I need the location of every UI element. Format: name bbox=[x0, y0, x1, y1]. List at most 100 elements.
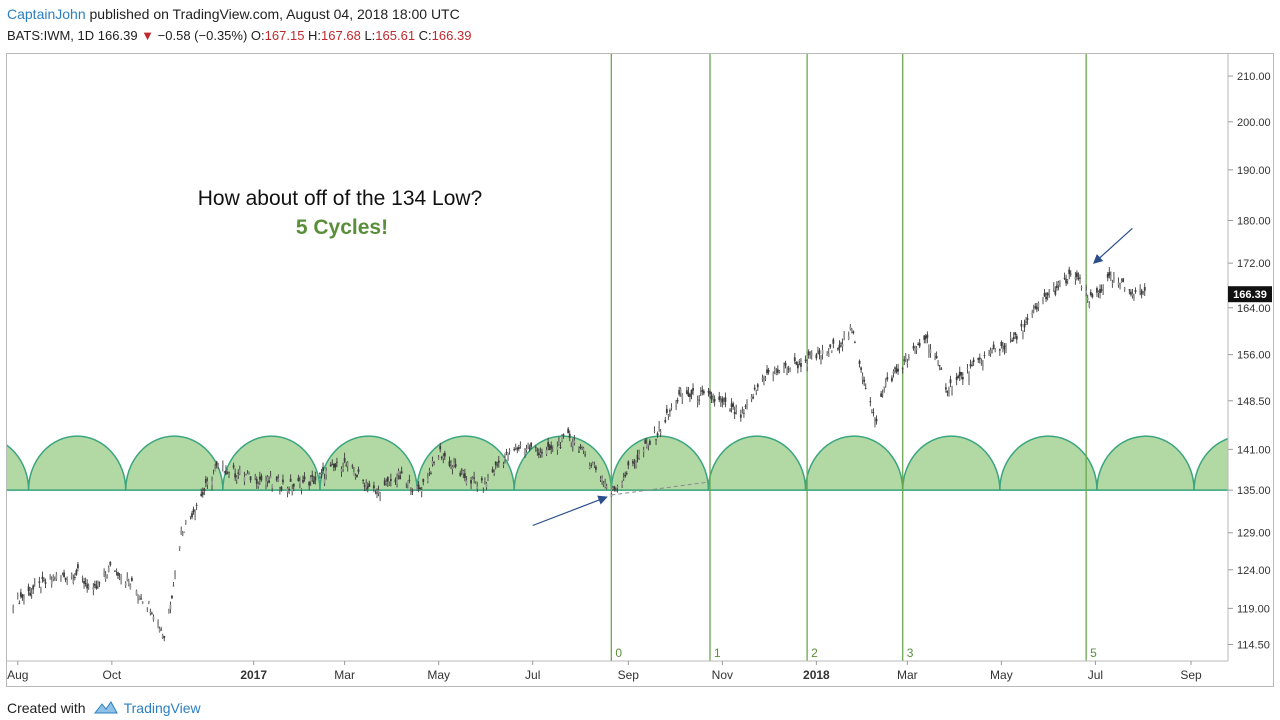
price-bar-body bbox=[1025, 321, 1027, 323]
price-bar-body bbox=[340, 469, 343, 472]
price-bar-body bbox=[895, 368, 898, 373]
annotation-arrow bbox=[532, 495, 608, 527]
price-bar-body bbox=[33, 583, 36, 585]
time-axis-label: Sep bbox=[618, 668, 640, 682]
price-bar-body bbox=[750, 396, 753, 400]
price-bar-body bbox=[955, 376, 958, 381]
price-bar-body bbox=[178, 546, 181, 549]
symbol: BATS:IWM, 1D bbox=[7, 28, 95, 43]
price-bar-body bbox=[417, 484, 420, 490]
price-bar-body bbox=[1000, 342, 1003, 346]
price-bar-body bbox=[698, 399, 701, 401]
price-bar-body bbox=[211, 480, 213, 486]
price-bar-body bbox=[356, 474, 358, 477]
price-bar-body bbox=[766, 369, 768, 374]
price-bar-body bbox=[1100, 289, 1103, 291]
price-bar-body bbox=[687, 392, 690, 397]
price-bar-body bbox=[257, 484, 260, 487]
price-bar-body bbox=[644, 440, 647, 444]
publish-line: CaptainJohn published on TradingView.com… bbox=[7, 6, 460, 22]
price-bar-body bbox=[648, 440, 651, 445]
price-bar-body bbox=[901, 368, 904, 370]
price-bar-body bbox=[1065, 279, 1068, 284]
price-bar-body bbox=[800, 363, 802, 367]
price-bar-body bbox=[917, 344, 920, 346]
cycle-arc bbox=[1193, 437, 1228, 491]
price-bar-body bbox=[664, 420, 667, 423]
created-with-text: Created with bbox=[7, 700, 86, 716]
price-bar-body bbox=[1005, 346, 1007, 352]
price-bar-body bbox=[1108, 272, 1111, 276]
price-bar-body bbox=[21, 594, 24, 598]
price-bar-body bbox=[1106, 273, 1109, 278]
price-bar-body bbox=[18, 602, 21, 604]
price-bar-body bbox=[784, 362, 787, 366]
price-bar-body bbox=[616, 486, 619, 488]
plot-area: 0 1 2 3 5 bbox=[7, 54, 1228, 661]
price-bar-body bbox=[431, 461, 434, 465]
price-bar-body bbox=[23, 595, 25, 599]
tradingview-logo-icon bbox=[93, 701, 118, 714]
price-bar-body bbox=[146, 607, 149, 609]
price-bar-body bbox=[104, 575, 107, 579]
price-bar-body bbox=[1079, 277, 1081, 279]
price-bar-body bbox=[998, 349, 1001, 351]
price-bar-body bbox=[551, 445, 554, 447]
price-bar-body bbox=[918, 342, 921, 347]
price-bar-body bbox=[761, 378, 764, 380]
price-bar-body bbox=[169, 604, 172, 610]
price-bar-body bbox=[19, 592, 22, 597]
price-bar-body bbox=[97, 582, 99, 586]
footer: Created with TradingView bbox=[7, 700, 201, 716]
time-axis-label: May bbox=[427, 668, 450, 682]
price-axis-label: 210.00 bbox=[1237, 71, 1271, 83]
price-bar-body bbox=[1057, 282, 1060, 286]
price-bar-body bbox=[516, 448, 519, 450]
price-bar-body bbox=[476, 486, 479, 489]
time-axis-label: Mar bbox=[334, 668, 355, 682]
price-bar-body bbox=[269, 476, 272, 479]
price-bar-body bbox=[741, 411, 744, 413]
price-bar-body bbox=[689, 394, 691, 397]
open-value: 167.15 bbox=[264, 28, 305, 43]
price-bar-body bbox=[743, 412, 745, 414]
price-bar-body bbox=[1123, 288, 1126, 290]
price-bar-body bbox=[235, 477, 238, 480]
price-bar-body bbox=[93, 583, 96, 586]
price-bar-body bbox=[493, 472, 496, 474]
price-bar-body bbox=[601, 478, 603, 481]
price-bar-body bbox=[948, 389, 950, 393]
price-bar-body bbox=[38, 581, 41, 583]
cycle-arc bbox=[222, 435, 321, 491]
price-bar-body bbox=[804, 359, 807, 361]
price-bar-body bbox=[41, 576, 44, 580]
price-bar-body bbox=[459, 472, 462, 476]
price-bar-body bbox=[787, 368, 790, 370]
price-axis-label: 129.00 bbox=[1237, 528, 1271, 540]
price-bar-body bbox=[120, 576, 122, 580]
price-bar-body bbox=[237, 472, 240, 474]
high-label: H: bbox=[308, 28, 322, 43]
price-bar-body bbox=[49, 575, 52, 577]
price-bar-body bbox=[1120, 281, 1123, 282]
price-bar-body bbox=[1140, 290, 1143, 295]
price-bar-body bbox=[248, 471, 250, 473]
price-bar-body bbox=[200, 493, 203, 497]
tradingview-link[interactable]: TradingView bbox=[123, 700, 201, 716]
dashed-trendline bbox=[611, 481, 711, 496]
price-bar-body bbox=[767, 369, 770, 373]
price-bar-body bbox=[847, 336, 850, 339]
price-bar-body bbox=[346, 462, 349, 467]
price-bar-body bbox=[163, 636, 166, 638]
price-bar-body bbox=[1088, 304, 1091, 307]
price-bar-body bbox=[84, 583, 87, 585]
price-bar-body bbox=[658, 426, 661, 429]
price-bar-body bbox=[1035, 306, 1038, 310]
price-bar-body bbox=[440, 456, 443, 459]
price-bar-body bbox=[191, 513, 193, 518]
author-link[interactable]: CaptainJohn bbox=[7, 6, 86, 22]
price-bar-body bbox=[1063, 277, 1066, 279]
price-bar-body bbox=[604, 483, 607, 487]
price-bar-body bbox=[1074, 277, 1077, 280]
